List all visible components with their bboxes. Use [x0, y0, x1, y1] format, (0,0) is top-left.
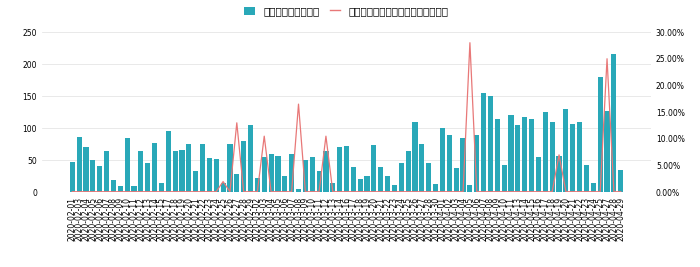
Bar — [330, 183, 335, 192]
Bar — [502, 165, 507, 192]
Bar — [447, 135, 452, 192]
Bar — [392, 184, 397, 192]
Bar — [255, 178, 260, 192]
Bar — [556, 156, 561, 192]
Bar — [433, 184, 438, 192]
Bar — [365, 176, 370, 192]
Bar — [598, 77, 603, 192]
Bar — [323, 151, 328, 192]
Bar — [70, 162, 75, 192]
Bar — [481, 93, 486, 192]
Bar — [378, 167, 384, 192]
Bar — [461, 138, 466, 192]
Bar — [179, 150, 185, 192]
Bar — [76, 137, 82, 192]
Bar — [611, 54, 617, 192]
Bar — [104, 151, 109, 192]
Bar — [289, 154, 294, 192]
Bar — [468, 184, 472, 192]
Bar — [206, 158, 212, 192]
Bar — [90, 160, 95, 192]
Bar — [282, 176, 288, 192]
Bar — [564, 109, 568, 192]
Bar — [166, 131, 171, 192]
Bar — [399, 163, 404, 192]
Bar — [269, 154, 274, 192]
Legend: アンケート（全体）, 「コロナウイルス」に関連する配信: アンケート（全体）, 「コロナウイルス」に関連する配信 — [240, 2, 453, 20]
Bar — [337, 147, 342, 192]
Bar — [145, 163, 150, 192]
Bar — [214, 159, 219, 192]
Bar — [220, 183, 225, 192]
Bar — [125, 138, 130, 192]
Bar — [200, 144, 205, 192]
Bar — [83, 147, 88, 192]
Bar — [97, 166, 102, 192]
Bar — [488, 96, 493, 192]
Bar — [138, 151, 144, 192]
Bar — [550, 122, 555, 192]
Bar — [474, 135, 480, 192]
Bar — [618, 170, 623, 192]
Bar — [454, 168, 458, 192]
Bar — [296, 189, 301, 192]
Bar — [522, 117, 527, 192]
Bar — [605, 111, 610, 192]
Bar — [234, 174, 239, 192]
Bar — [419, 144, 424, 192]
Bar — [303, 160, 308, 192]
Bar — [111, 180, 116, 192]
Bar — [172, 151, 178, 192]
Bar — [440, 128, 445, 192]
Bar — [241, 141, 246, 192]
Bar — [385, 176, 390, 192]
Bar — [529, 119, 534, 192]
Bar — [132, 186, 136, 192]
Bar — [316, 171, 321, 192]
Bar — [584, 165, 589, 192]
Bar — [591, 183, 596, 192]
Bar — [358, 179, 363, 192]
Bar — [193, 171, 198, 192]
Bar — [159, 183, 164, 192]
Bar — [152, 143, 157, 192]
Bar — [309, 157, 315, 192]
Bar — [495, 119, 500, 192]
Bar — [508, 115, 514, 192]
Bar — [577, 122, 582, 192]
Bar — [262, 157, 267, 192]
Bar — [248, 125, 253, 192]
Bar — [426, 163, 431, 192]
Bar — [412, 122, 418, 192]
Bar — [186, 144, 191, 192]
Bar — [344, 146, 349, 192]
Bar — [372, 145, 377, 192]
Bar — [351, 167, 356, 192]
Bar — [542, 112, 548, 192]
Bar — [536, 157, 541, 192]
Bar — [515, 125, 521, 192]
Bar — [228, 144, 232, 192]
Bar — [118, 186, 122, 192]
Bar — [405, 151, 411, 192]
Bar — [570, 124, 575, 192]
Bar — [275, 156, 281, 192]
